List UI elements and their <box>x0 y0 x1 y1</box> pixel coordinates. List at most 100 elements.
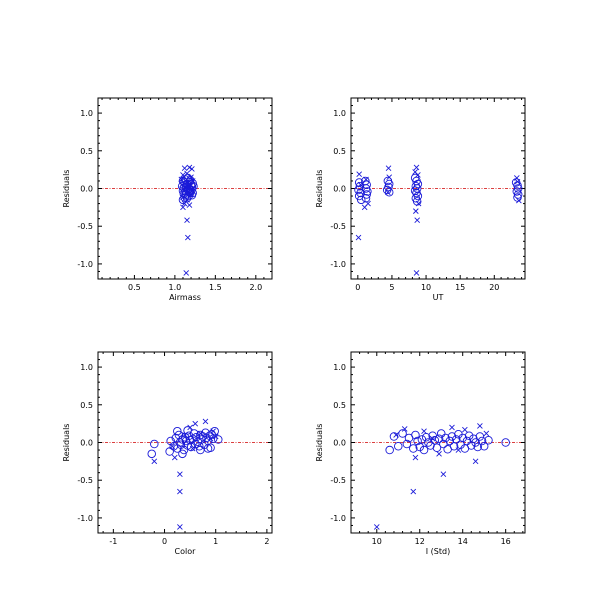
airmass-circle-marker-point <box>178 195 188 205</box>
ut-x-marker-point <box>516 197 522 204</box>
istd-circle-marker-point <box>475 432 485 441</box>
airmass-circle-marker-point <box>186 175 195 185</box>
color-circle-marker-point <box>166 436 175 446</box>
ut-circle-marker-point <box>382 185 392 195</box>
airmass-x-marker-point <box>184 217 190 223</box>
istd-circle-marker-point <box>389 432 399 441</box>
istd-circle-marker-point <box>430 435 440 445</box>
color-x-marker-point <box>151 458 158 465</box>
color-x-marker-point <box>202 418 209 425</box>
istd-x-tick-label: 10 <box>372 537 382 546</box>
ut-circle-marker-point <box>361 194 371 203</box>
color-x-marker-point <box>171 454 178 461</box>
istd-y-tick-label: 0.5 <box>333 401 346 410</box>
ut-y-tick-label: -1.0 <box>330 260 346 269</box>
istd-circle-marker-point <box>458 433 467 443</box>
airmass-x-marker-point <box>185 234 191 241</box>
color-y-tick-label: 0.5 <box>80 401 93 410</box>
airmass-circle-marker-point <box>187 191 197 200</box>
color-circle-marker-point <box>147 449 156 459</box>
color-x-marker-point <box>177 471 183 477</box>
airmass-circle-marker-point <box>182 194 192 203</box>
istd-circle-marker-point <box>398 429 407 438</box>
color-circle-marker-point <box>190 439 200 449</box>
color-circle-marker-point <box>214 435 223 444</box>
istd-circle-marker-point <box>434 434 444 443</box>
ut-circle-marker-point <box>411 181 421 191</box>
ut-y-tick-label: 1.0 <box>333 109 346 118</box>
ut-circle-marker-point <box>513 193 522 202</box>
istd-x-axis-label: I (Std) <box>426 547 450 556</box>
airmass-y-tick-label: 0.0 <box>80 185 93 194</box>
ut-x-axis-label: UT <box>433 293 444 302</box>
color-x-tick-label: -1 <box>109 537 117 546</box>
istd-circle-marker-point <box>441 433 450 443</box>
ut-x-marker-point <box>361 204 368 211</box>
istd-circle-marker-point <box>402 439 412 449</box>
istd-circle-marker-point <box>411 430 420 440</box>
airmass-x-marker-point <box>180 204 186 211</box>
istd-x-marker-point <box>462 426 468 433</box>
ut-circle-marker-point <box>513 190 523 199</box>
istd-x-marker-point <box>436 450 442 457</box>
airmass-x-tick-label: 1.0 <box>169 283 182 292</box>
color-circle-marker-point <box>207 429 216 439</box>
airmass-x-tick-label: 1.5 <box>209 283 222 292</box>
residuals-vs-airmass-panel: -1.0 -0.5 0.0 0.5 1.0 0.5 1.0 1.5 2.0 Airmass Resi… <box>62 97 273 302</box>
color-circle-marker-point <box>173 426 182 436</box>
airmass-x-tick-label: 0.5 <box>128 283 141 292</box>
istd-circle-marker-point <box>464 431 474 440</box>
istd-circle-marker-point <box>409 444 418 453</box>
istd-x-marker-point <box>401 426 408 432</box>
ut-x-tick-label: 15 <box>455 283 465 292</box>
istd-circle-marker-point <box>473 442 482 452</box>
ut-circle-marker-point <box>513 181 522 190</box>
color-circle-marker-point <box>183 426 192 435</box>
ut-x-marker-point <box>413 270 420 276</box>
istd-x-tick-label: 16 <box>501 537 511 546</box>
ut-x-marker-point <box>355 234 362 241</box>
ut-y-axis-label: Residuals <box>315 170 324 208</box>
ut-x-marker-point <box>413 164 420 171</box>
airmass-x-marker-point <box>186 202 193 208</box>
ut-x-tick-label: 5 <box>389 283 394 292</box>
ut-circle-marker-point <box>412 197 422 206</box>
ut-y-tick-label: 0.0 <box>333 185 346 194</box>
istd-y-tick-label: 0.0 <box>333 439 346 448</box>
ut-circle-marker-point <box>363 187 372 196</box>
airmass-circle-marker-point <box>183 173 193 183</box>
color-x-marker-point <box>177 488 183 495</box>
ut-circle-marker-point <box>384 179 394 189</box>
ut-circle-marker-point <box>384 188 394 197</box>
ut-x-marker-point <box>356 171 363 177</box>
color-x-axis-label: Color <box>175 547 197 556</box>
istd-circle-marker-point <box>419 445 429 455</box>
airmass-x-tick-label: 2.0 <box>249 283 262 292</box>
color-x-marker-point <box>192 420 199 427</box>
istd-y-tick-label: -0.5 <box>330 476 346 485</box>
airmass-y-tick-label: 0.5 <box>80 147 93 156</box>
color-circle-marker-point <box>150 439 159 449</box>
color-circle-marker-point <box>203 444 213 453</box>
color-y-tick-label: 1.0 <box>80 363 93 372</box>
color-y-tick-label: -0.5 <box>77 476 93 485</box>
istd-circle-marker-point <box>432 443 442 453</box>
airmass-x-marker-point <box>181 165 188 171</box>
istd-x-marker-point <box>449 424 455 431</box>
residuals-vs-color-panel: -1.0 -0.5 0.0 0.5 1.0 -1 0 1 2 Color Residuals <box>62 351 273 556</box>
istd-circle-marker-point <box>385 445 394 455</box>
istd-circle-marker-point <box>447 432 457 441</box>
airmass-y-tick-label: -1.0 <box>77 260 93 269</box>
airmass-x-axis-label: Airmass <box>169 293 201 302</box>
airmass-y-tick-label: 1.0 <box>80 109 93 118</box>
ut-y-tick-label: 0.5 <box>333 147 346 156</box>
istd-circle-marker-point <box>413 436 422 446</box>
istd-y-axis-label: Residuals <box>315 424 324 462</box>
istd-circle-marker-point <box>445 436 455 446</box>
istd-x-marker-point <box>483 430 490 437</box>
residuals-vs-istd-panel: -1.0 -0.5 0.0 0.5 1.0 10 12 14 16 I (Std) Residual… <box>315 351 526 556</box>
istd-circle-marker-point <box>471 438 480 447</box>
color-circle-marker-point <box>192 432 201 442</box>
istd-circle-marker-point <box>394 442 403 451</box>
